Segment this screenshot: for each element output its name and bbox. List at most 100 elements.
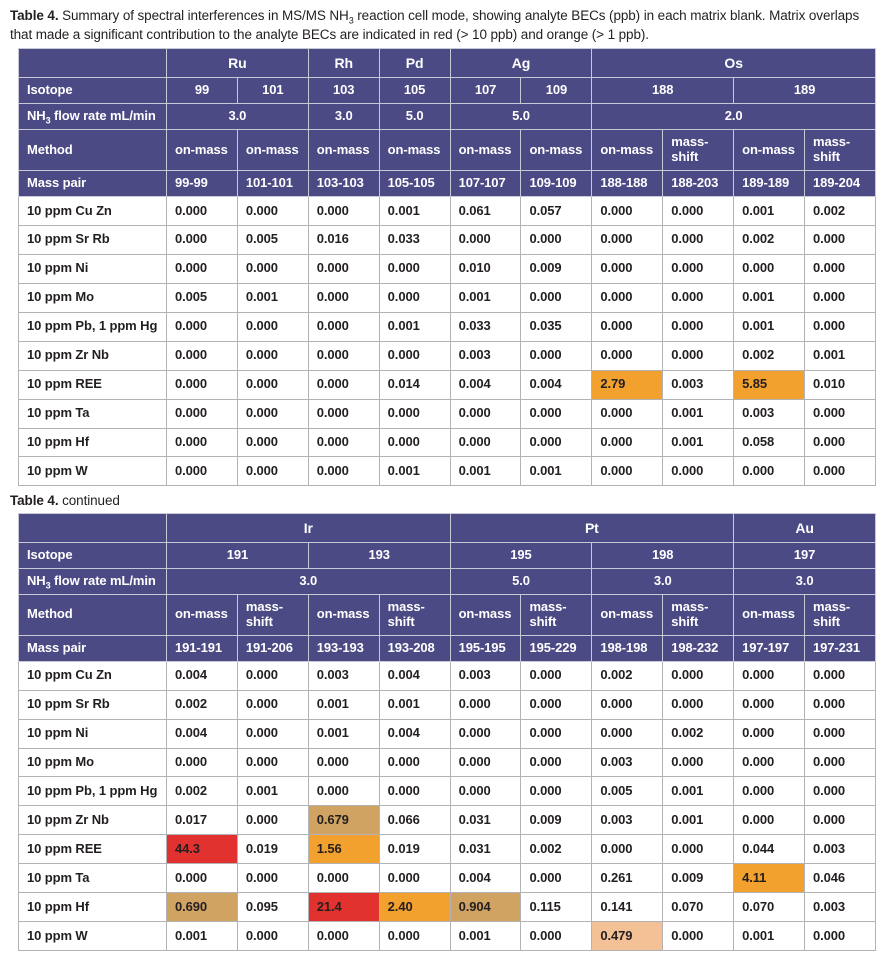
bec-value: 0.000: [804, 747, 876, 778]
bec-value: 0.000: [449, 776, 522, 807]
table-4-part-1-mount: Ru Rh Pd Ag Os Isotope 99 101 103 105 107 109 188 189…: [0, 48, 891, 487]
bec-value: 0.000: [520, 398, 593, 429]
bec-value: 0.000: [591, 311, 664, 342]
table-4-part-1: Ru Rh Pd Ag Os Isotope 99 101 103 105 107 109 188 189…: [18, 48, 876, 487]
bec-value: 0.690: [166, 892, 238, 923]
flow-rate-row-label: NH3 flow rate mL/min: [18, 567, 167, 595]
bec-value: 0.000: [733, 747, 806, 778]
table-row: Isotope 191 193 195 198 197: [18, 542, 876, 569]
bec-value: 0.000: [307, 456, 380, 487]
bec-value: 0.000: [166, 398, 238, 429]
bec-value: 0.000: [449, 689, 522, 720]
table-row: 10 ppm Mo 0.005 0.001 0.000 0.000 0.001 0.000 0…: [18, 282, 876, 313]
bec-value: 0.000: [520, 718, 593, 749]
bec-value: 0.095: [236, 892, 309, 923]
flow-rate-value: 3.0: [166, 103, 309, 131]
isotope-value: 197: [733, 542, 876, 569]
mass-pair-value: 193-193: [307, 634, 380, 662]
element-group-header: Rh: [307, 48, 380, 79]
matrix-row-label: 10 ppm REE: [18, 369, 167, 400]
bec-value: 0.046: [804, 863, 876, 894]
table-caption: Table 4. Summary of spectral interferenc…: [0, 0, 891, 48]
bec-value: 0.000: [520, 660, 593, 691]
table-row: 10 ppm REE 0.000 0.000 0.000 0.014 0.004 0.004…: [18, 369, 876, 400]
bec-value: 0.003: [307, 660, 380, 691]
method-value: on-mass: [733, 593, 806, 636]
bec-value: 0.044: [733, 834, 806, 865]
bec-value: 0.005: [236, 224, 309, 255]
bec-value: 0.000: [378, 747, 451, 778]
table-row: Method on-mass mass- shift on-mass mass- shi…: [18, 593, 876, 636]
mass-pair-value: 188-188: [591, 170, 664, 198]
bec-value: 0.000: [166, 253, 238, 284]
bec-value: 0.001: [378, 311, 451, 342]
bec-value: 0.004: [378, 718, 451, 749]
bec-value: 0.000: [236, 196, 309, 226]
matrix-row-label: 10 ppm Mo: [18, 282, 167, 313]
bec-value: 0.000: [166, 224, 238, 255]
bec-value: 0.904: [449, 892, 522, 923]
bec-value: 0.000: [307, 340, 380, 371]
bec-value: 0.000: [520, 776, 593, 807]
bec-value: 0.000: [378, 282, 451, 313]
element-group-header: Pt: [449, 512, 735, 544]
corner-cell: [18, 512, 167, 544]
mass-pair-value: 105-105: [378, 170, 451, 198]
bec-value: 0.000: [307, 921, 380, 952]
method-value: mass- shift: [236, 593, 309, 636]
method-value: on-mass: [520, 129, 593, 172]
method-value: on-mass: [166, 129, 238, 172]
table-row: 10 ppm W 0.001 0.000 0.000 0.000 0.001 0.000 0.…: [18, 921, 876, 952]
bec-value: 0.000: [733, 660, 806, 691]
table-row: 10 ppm Ta 0.000 0.000 0.000 0.000 0.000 0.000 0…: [18, 398, 876, 429]
bec-value: 0.016: [307, 224, 380, 255]
bec-value: 0.000: [662, 456, 735, 487]
table-row: 10 ppm Zr Nb 0.000 0.000 0.000 0.000 0.003 0.0…: [18, 340, 876, 371]
bec-value: 0.000: [804, 718, 876, 749]
bec-value: 0.061: [449, 196, 522, 226]
bec-value: 0.003: [804, 892, 876, 923]
bec-value: 0.003: [591, 747, 664, 778]
table-caption-text-post: reaction cell mode, showing analyte BECs…: [10, 8, 860, 42]
mass-pair-value: 189-189: [733, 170, 806, 198]
bec-value: 0.115: [520, 892, 593, 923]
table-row: Ru Rh Pd Ag Os: [18, 48, 876, 79]
bec-value: 0.000: [662, 747, 735, 778]
mass-pair-value: 197-231: [804, 634, 876, 662]
bec-value: 2.79: [591, 369, 664, 400]
mass-pair-value: 195-229: [520, 634, 593, 662]
matrix-row-label: 10 ppm Zr Nb: [18, 805, 167, 836]
element-group-header: Ir: [166, 512, 451, 544]
table-row: 10 ppm Pb, 1 ppm Hg 0.002 0.001 0.000 0.000 0…: [18, 776, 876, 807]
matrix-row-label: 10 ppm Hf: [18, 427, 167, 458]
bec-value: 0.000: [591, 340, 664, 371]
matrix-row-label: 10 ppm Zr Nb: [18, 340, 167, 371]
table-row: 10 ppm Hf 0.690 0.095 21.4 2.40 0.904 0.115 0.1…: [18, 892, 876, 923]
method-row-label: Method: [18, 129, 167, 172]
element-group-header: Os: [591, 48, 876, 79]
bec-value: 0.000: [236, 253, 309, 284]
bec-value: 0.000: [449, 224, 522, 255]
bec-value: 0.004: [378, 660, 451, 691]
bec-value: 0.001: [307, 718, 380, 749]
bec-value: 0.000: [733, 805, 806, 836]
bec-value: 0.001: [449, 282, 522, 313]
flow-rate-value: 3.0: [166, 567, 451, 595]
matrix-row-label: 10 ppm Pb, 1 ppm Hg: [18, 776, 167, 807]
mass-pair-row-label: Mass pair: [18, 170, 167, 198]
bec-value: 0.001: [449, 921, 522, 952]
bec-value: 0.070: [662, 892, 735, 923]
bec-value: 0.002: [662, 718, 735, 749]
bec-value: 0.000: [520, 921, 593, 952]
method-value: on-mass: [236, 129, 309, 172]
table-row: Ir Pt Au: [18, 512, 876, 544]
table-4-part-2-mount: Ir Pt Au Isotope 191 193 195 198 197 NH3 flow rat…: [0, 512, 891, 952]
bec-value: 0.003: [449, 340, 522, 371]
bec-value: 0.000: [804, 311, 876, 342]
bec-value: 0.000: [236, 456, 309, 487]
method-value: on-mass: [307, 593, 380, 636]
bec-value: 0.003: [449, 660, 522, 691]
element-group-header: Au: [733, 512, 876, 544]
bec-value: 0.000: [449, 398, 522, 429]
bec-value: 0.000: [662, 660, 735, 691]
